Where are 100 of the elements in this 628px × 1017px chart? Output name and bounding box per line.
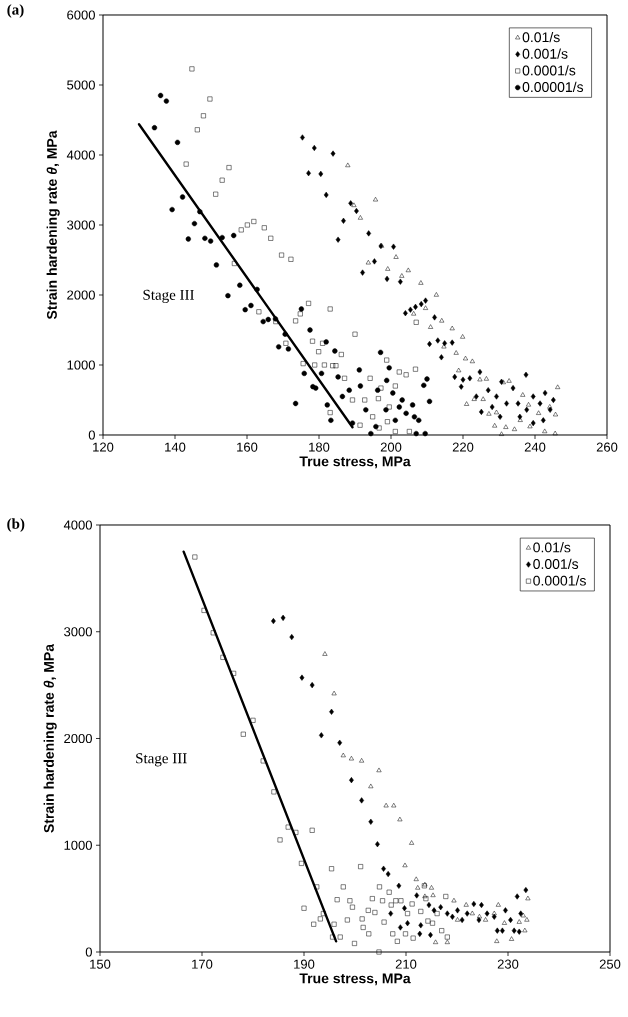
point — [240, 731, 246, 737]
point — [334, 897, 340, 903]
y-tick-label: 2000 — [67, 290, 95, 300]
point — [293, 318, 299, 324]
point — [459, 916, 465, 924]
point — [434, 911, 440, 917]
legend-label: 0.01/s — [522, 31, 560, 43]
point — [238, 227, 244, 233]
point — [403, 372, 409, 378]
point — [310, 338, 315, 344]
x-tick-label: 250 — [599, 959, 621, 969]
point — [537, 400, 543, 407]
x-tick-label: 150 — [90, 959, 111, 969]
point — [359, 758, 365, 763]
point — [381, 865, 386, 872]
point — [403, 931, 408, 937]
annotation: Stage III — [136, 753, 187, 767]
point — [463, 902, 469, 907]
point — [271, 789, 277, 795]
point — [516, 919, 522, 924]
point — [429, 885, 434, 890]
y-tick-label: 3000 — [67, 220, 95, 230]
legend-label: 0.00001/s — [522, 81, 584, 93]
point — [483, 917, 489, 922]
point — [525, 895, 531, 901]
point — [385, 871, 391, 878]
point — [360, 269, 365, 276]
point — [439, 928, 445, 934]
point — [323, 191, 329, 198]
point — [449, 339, 455, 346]
point — [504, 400, 509, 407]
point — [408, 306, 413, 313]
point — [299, 860, 304, 866]
x-tick-label: 190 — [294, 959, 315, 969]
point — [319, 732, 324, 739]
point — [285, 824, 291, 830]
point — [351, 202, 357, 207]
point — [194, 127, 200, 133]
point — [451, 897, 457, 903]
point — [309, 682, 315, 689]
point — [495, 902, 501, 907]
point — [405, 920, 410, 927]
point — [516, 928, 522, 935]
point — [367, 375, 373, 381]
point — [438, 904, 444, 911]
point — [517, 413, 523, 420]
y-tick-label: 6000 — [67, 10, 95, 20]
point — [335, 236, 341, 243]
point — [368, 818, 374, 825]
point — [443, 894, 449, 899]
y-tick-label: 0 — [85, 947, 92, 957]
legend-label: 0.001/s — [533, 558, 579, 569]
point — [293, 830, 299, 835]
point — [388, 910, 394, 917]
point — [344, 917, 350, 923]
point — [277, 837, 283, 843]
point — [444, 910, 450, 917]
y-tick-label: 2000 — [64, 733, 92, 744]
point — [414, 892, 420, 899]
point — [333, 363, 339, 369]
point — [485, 387, 491, 394]
point — [467, 375, 473, 382]
point — [201, 607, 207, 613]
point — [536, 410, 542, 415]
point — [321, 362, 327, 368]
y-tick-label: 3000 — [64, 627, 92, 637]
y-tick-label: 4000 — [63, 520, 92, 530]
point — [402, 862, 408, 868]
point — [510, 385, 516, 392]
y-tick-label: 1000 — [67, 360, 95, 370]
point — [500, 927, 505, 934]
point — [477, 368, 483, 376]
point — [506, 378, 512, 383]
x-tick-label: 120 — [93, 442, 114, 452]
point — [329, 866, 334, 872]
point — [279, 252, 284, 258]
point — [409, 901, 415, 907]
point — [288, 256, 294, 262]
point — [390, 931, 396, 937]
point — [362, 397, 368, 403]
point — [352, 331, 358, 337]
point — [309, 827, 315, 833]
point — [435, 337, 441, 344]
point — [312, 362, 318, 368]
point — [338, 352, 344, 357]
point — [359, 916, 365, 922]
point — [317, 916, 323, 922]
point — [377, 884, 382, 890]
point — [397, 816, 403, 822]
point — [365, 907, 371, 913]
x-tick-label: 180 — [309, 442, 330, 452]
point — [386, 889, 392, 895]
point — [385, 266, 391, 271]
point — [330, 934, 335, 940]
point — [329, 708, 334, 715]
point — [422, 893, 428, 899]
point — [489, 403, 495, 411]
y-tick-label: 4000 — [66, 150, 95, 160]
point — [403, 310, 408, 317]
point — [251, 219, 257, 224]
